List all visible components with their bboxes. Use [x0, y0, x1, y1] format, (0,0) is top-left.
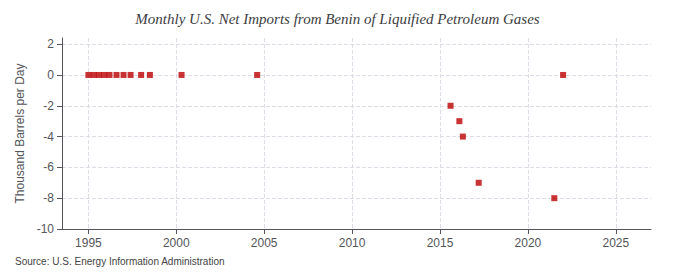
svg-text:0: 0 [47, 68, 54, 82]
svg-text:Monthly U.S. Net Imports from: Monthly U.S. Net Imports from Benin of L… [134, 11, 539, 27]
svg-text:-6: -6 [43, 160, 54, 174]
svg-text:2020: 2020 [515, 236, 542, 250]
svg-text:2005: 2005 [251, 236, 278, 250]
svg-text:2: 2 [47, 37, 54, 51]
svg-text:-8: -8 [43, 191, 54, 205]
svg-text:2010: 2010 [339, 236, 366, 250]
svg-text:Thousand Barrels per Day: Thousand Barrels per Day [13, 63, 27, 203]
svg-text:2015: 2015 [427, 236, 454, 250]
svg-text:2000: 2000 [163, 236, 190, 250]
svg-text:-10: -10 [37, 222, 55, 236]
svg-text:2025: 2025 [602, 236, 629, 250]
svg-text:-4: -4 [43, 130, 54, 144]
svg-text:-2: -2 [43, 99, 54, 113]
svg-text:Source: U.S. Energy Informatio: Source: U.S. Energy Information Administ… [15, 256, 225, 267]
svg-text:1995: 1995 [75, 236, 102, 250]
